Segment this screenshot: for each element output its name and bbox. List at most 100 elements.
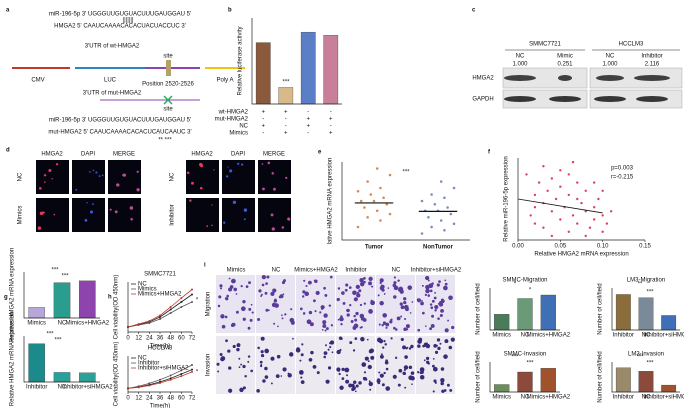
bar [517, 371, 533, 393]
image-speck [284, 313, 287, 316]
image-speck [425, 342, 428, 345]
image-speck [337, 287, 341, 290]
image-speck [349, 341, 353, 345]
x-tick-label: 60 [178, 396, 185, 402]
image-speck [405, 307, 409, 312]
image-speck [322, 323, 327, 328]
x-tick-label: Inhibitor [613, 333, 634, 339]
x-tick-label: Mimics [27, 321, 46, 327]
image-speck [84, 219, 88, 222]
point [356, 225, 360, 229]
condition-sign: - [307, 131, 309, 137]
x-tick-label: Mimics [492, 395, 511, 401]
image-speck [400, 337, 404, 342]
image-tile [186, 198, 219, 232]
image-speck [380, 284, 385, 289]
series-marker [169, 374, 172, 377]
image-speck [341, 377, 345, 380]
image-speck [240, 306, 246, 312]
image-speck [359, 278, 364, 283]
blot-image [502, 89, 588, 109]
sequence: miR-196-5p 3' UGGGUUGUGUACUUUGAUGGAU 5' [49, 118, 191, 124]
series-marker [159, 316, 161, 318]
image-speck [380, 353, 383, 356]
image-speck [247, 326, 251, 330]
panel-letter: a [6, 8, 10, 14]
image-speck [431, 282, 434, 285]
image-speck [227, 349, 231, 353]
image-speck [395, 328, 398, 331]
point [593, 181, 596, 184]
image-speck [236, 343, 241, 348]
image-speck [244, 374, 247, 378]
image-tile [336, 275, 375, 333]
image-speck [302, 295, 305, 298]
image-speck [283, 279, 286, 283]
image-speck [95, 171, 98, 174]
legend-label: NC [138, 282, 147, 288]
image-speck [217, 304, 221, 308]
image-speck [221, 324, 226, 329]
row-label: NC [18, 172, 24, 181]
image-speck [406, 346, 409, 349]
image-speck [243, 208, 248, 212]
bar [638, 297, 654, 331]
condition-sign: - [307, 110, 309, 116]
image-speck [381, 383, 385, 387]
image-speck [425, 275, 430, 281]
image-speck [264, 366, 268, 371]
image-speck [241, 163, 244, 166]
image-speck [432, 390, 435, 393]
annotation: * [196, 370, 199, 376]
image-speck [242, 299, 246, 304]
image-speck [404, 355, 408, 359]
condition-sign: - [330, 110, 332, 116]
image-speck [136, 188, 140, 192]
band [504, 96, 536, 102]
point [388, 212, 392, 216]
image-speck [441, 298, 444, 302]
image-speck [392, 374, 397, 379]
axis-title: Cell viability(OD 450nm) [114, 275, 120, 340]
image-speck [321, 329, 324, 331]
point [571, 214, 575, 217]
image-speck [363, 371, 367, 374]
point [439, 219, 443, 222]
point [584, 234, 587, 238]
image-speck [410, 344, 414, 349]
image-speck [302, 290, 306, 294]
image-speck [385, 367, 389, 371]
annotation: * [196, 298, 199, 304]
axis [251, 18, 342, 105]
image-speck [92, 203, 94, 205]
point [567, 173, 570, 176]
series-marker [180, 369, 183, 372]
image-speck [431, 314, 435, 318]
image-speck [231, 278, 236, 284]
point [571, 160, 575, 164]
bar [661, 384, 677, 393]
image-speck [367, 364, 372, 370]
image-speck [37, 226, 42, 230]
image-speck [267, 309, 270, 312]
image-speck [355, 390, 357, 393]
axis-title: Relative luciferase activity [238, 26, 244, 95]
x-tick-label: NC [642, 395, 651, 401]
image-speck [393, 285, 399, 291]
image-speck [440, 378, 445, 383]
condition-sign: + [261, 110, 265, 116]
image-speck [305, 284, 308, 288]
blot-image [502, 67, 588, 89]
image-speck [440, 367, 445, 371]
point [443, 196, 446, 200]
row-label: GAPDH [472, 97, 493, 103]
image-speck [363, 276, 366, 280]
image-speck [385, 326, 388, 329]
bar [540, 294, 556, 331]
x-tick-label: 0.15 [639, 244, 651, 250]
image-speck [443, 285, 448, 291]
image-speck [425, 325, 427, 328]
image-speck [368, 380, 371, 383]
point [525, 173, 528, 176]
image-speck [417, 344, 421, 348]
